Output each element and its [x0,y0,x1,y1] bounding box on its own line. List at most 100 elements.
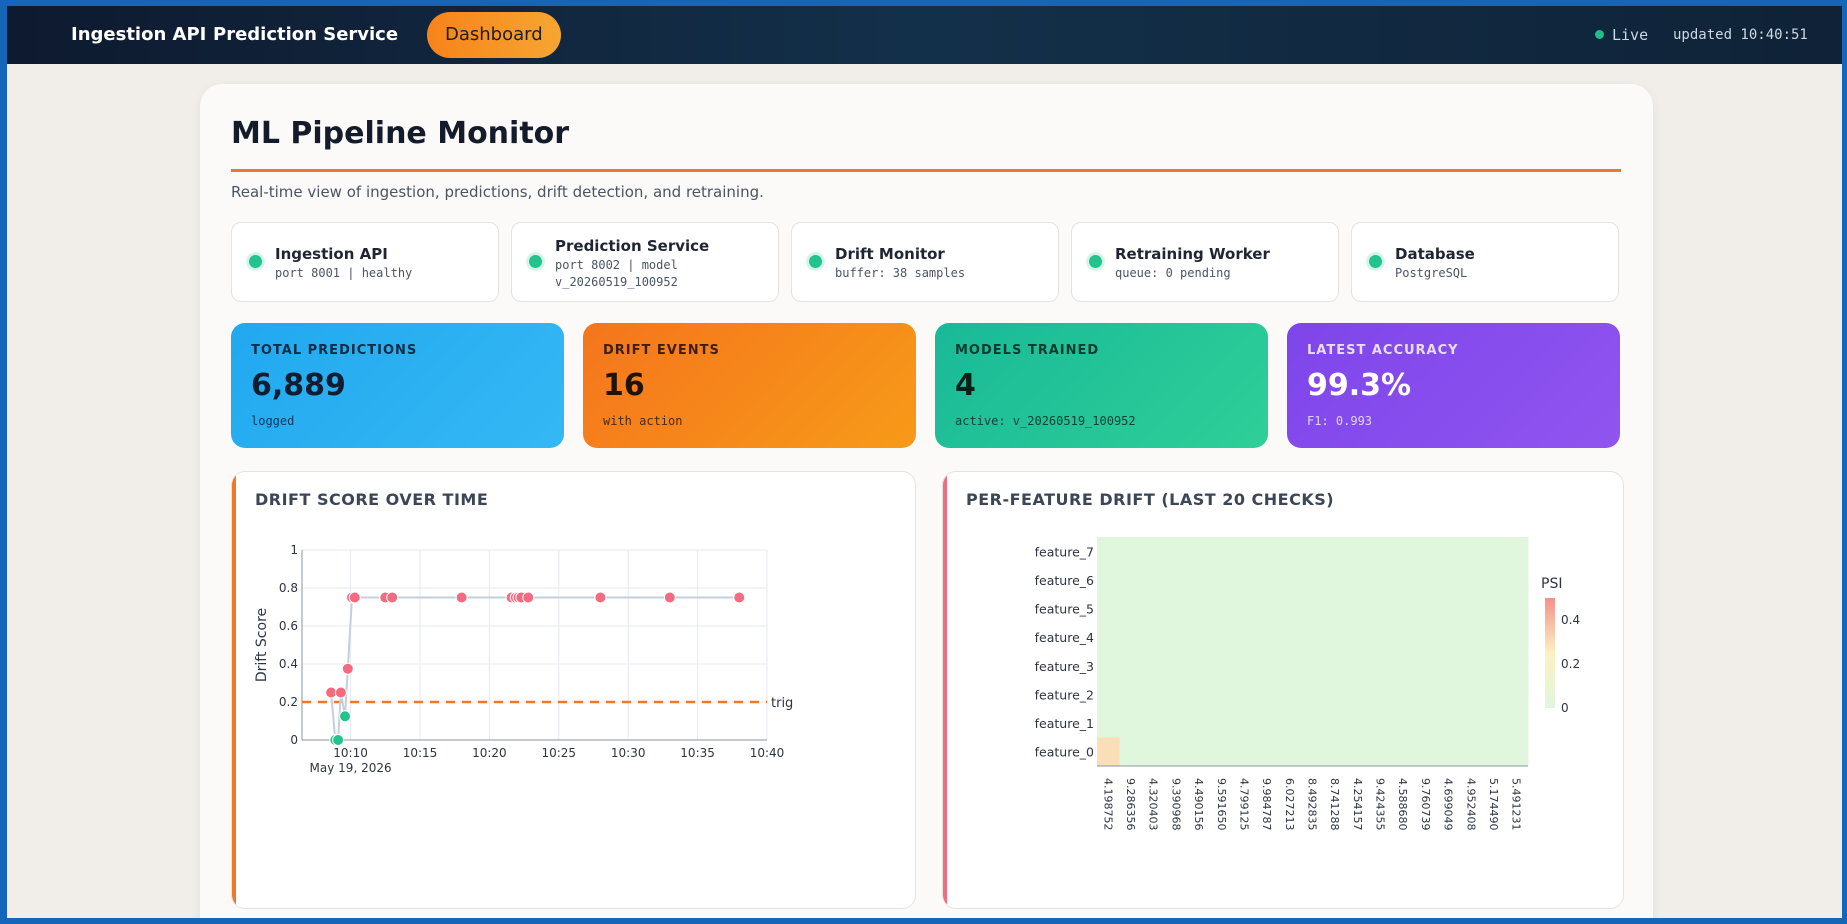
heatmap-cell [1210,708,1234,738]
heatmap-cell [1187,708,1211,738]
service-detail: port 8002 | model [555,258,678,272]
heatmap-column-label: 8.492835 [1306,778,1319,831]
heatmap-cell [1369,537,1393,567]
heatmap-cell [1278,565,1302,595]
drift-series-line [330,596,740,741]
x-date-label: May 19, 2026 [310,761,392,775]
heatmap-column-label: 4.799125 [1237,778,1250,831]
service-name: Retraining Worker [1115,245,1270,263]
y-tick-label: 0 [290,733,298,747]
heatmap-cell [1459,537,1484,567]
heatmap-cell [1210,537,1234,567]
main-card: ML Pipeline Monitor Real-time view of in… [200,84,1653,918]
status-dot-icon [1089,255,1102,268]
service-detail: port 8001 | healthy [275,266,413,280]
nav-item-dashboard[interactable]: Dashboard [427,12,561,58]
heatmap-cell [1119,622,1143,652]
heatmap-cell [1323,651,1348,681]
heatmap-cell [1187,537,1211,567]
heatmap-cell [1165,737,1189,767]
heatmap-cell [1187,680,1211,710]
heatmap-cell [1278,594,1302,624]
heatmap-column-label: 9.286356 [1124,778,1137,831]
heatmap-cell [1323,594,1348,624]
heatmap-cell [1233,537,1257,567]
heatmap-column-label: 5.174490 [1487,778,1500,831]
heatmap-cell [1119,680,1143,710]
heatmap-cell [1437,594,1461,624]
heatmap-cell [1346,708,1370,738]
drift-point-detected [733,591,746,604]
heatmap-cell [1210,622,1234,652]
heatmap-cell [1391,680,1416,710]
heatmap-cell [1323,537,1348,567]
heatmap-column-label: 4.198752 [1101,778,1114,831]
heatmap-row-label: feature_4 [1035,630,1094,645]
heatmap-cell [1119,651,1143,681]
heatmap-cell [1255,565,1279,595]
heatmap-cell [1142,680,1166,710]
stat-card-models-trained: MODELS TRAINED 4 active: v_20260519_1009… [935,323,1268,448]
heatmap-cell [1459,651,1484,681]
heatmap-cell [1391,622,1416,652]
heatmap-cell [1369,737,1393,767]
heatmap-cell [1301,594,1325,624]
heatmap-cell [1505,565,1529,595]
heatmap-column-label: 4.699049 [1442,778,1455,831]
colorbar-tick-label: 0 [1561,701,1569,715]
nav-item-ingestion-api[interactable]: Ingestion API [71,24,207,45]
heatmap-cell [1482,565,1506,595]
heatmap-cell [1346,737,1370,767]
x-tick-label: 10:30 [611,746,646,760]
heatmap-cell [1119,737,1143,767]
heatmap-cell [1482,680,1506,710]
heatmap-cell [1255,537,1279,567]
top-navigation-bar: Ingestion API Prediction Service Dashboa… [7,6,1842,64]
stat-subtext: active: v_20260519_100952 [955,414,1136,428]
heatmap-cell [1459,622,1484,652]
heatmap-cell [1369,565,1393,595]
heatmap-cell [1142,651,1166,681]
heatmap-cell [1142,594,1166,624]
heatmap-cell [1097,680,1121,710]
service-card-ingestion-api: Ingestion API port 8001 | healthy [231,222,499,302]
browser-viewport: Ingestion API Prediction Service Dashboa… [7,6,1842,918]
heatmap-cell [1346,651,1370,681]
heatmap-cell [1301,622,1325,652]
drift-point-detected [334,686,347,699]
feature-drift-heatmap[interactable]: feature_7 feature_6 feature_5 feature_4feat… [963,527,1603,857]
y-tick-label: 0.2 [279,695,298,709]
nav-item-prediction-service[interactable]: Prediction Service [213,24,399,45]
panel-accent-bar [232,472,236,908]
stat-label: DRIFT EVENTS [603,343,720,358]
heatmap-cell [1210,565,1234,595]
heatmap-cell [1369,651,1393,681]
heatmap-row-label: feature_7 [1035,544,1094,559]
heatmap-cell [1119,708,1143,738]
heatmap-column-label: 4.588680 [1396,778,1409,831]
heatmap-column-label: 9.424355 [1374,778,1387,831]
stat-label: LATEST ACCURACY [1307,343,1459,358]
heatmap-cell [1482,737,1506,767]
heatmap-cell [1323,737,1348,767]
stat-value: 4 [955,368,976,403]
heatmap-cell [1346,565,1370,595]
heatmap-cell [1233,651,1257,681]
x-tick-label: 10:25 [541,746,576,760]
heatmap-cell [1391,594,1416,624]
heatmap-cell [1187,651,1211,681]
x-tick-label: 10:40 [750,746,785,760]
heatmap-cell [1097,622,1121,652]
stat-label: MODELS TRAINED [955,343,1100,358]
heatmap-cell [1505,651,1529,681]
heatmap-cell [1255,737,1279,767]
threshold-label: trig [771,696,793,711]
drift-point-detected [455,591,468,604]
heatmap-cell [1210,594,1234,624]
heatmap-cell [1097,708,1121,738]
heatmap-cell [1097,537,1121,567]
drift-score-chart[interactable]: 0 0.2 0.4 0.6 0.8 1 10:10 10:15 10:20 10:25 10:30 1… [252,527,902,827]
heatmap-cell [1414,594,1438,624]
heatmap-row-label: feature_0 [1035,745,1094,760]
heatmap-cell [1459,594,1484,624]
